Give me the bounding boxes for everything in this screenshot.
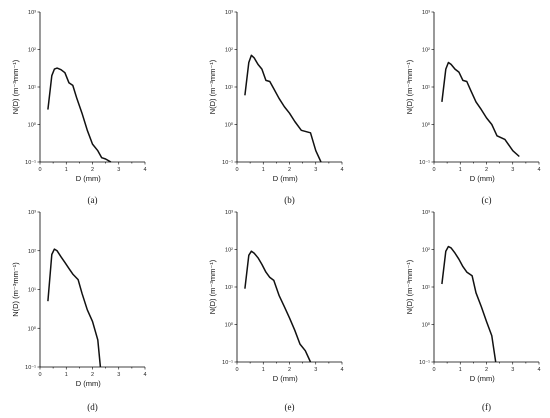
y-tick-label: 10² bbox=[28, 249, 36, 255]
y-tick-label: 10⁰ bbox=[28, 122, 37, 129]
x-tick-label: 0 bbox=[235, 167, 238, 173]
x-tick-label: 1 bbox=[459, 367, 462, 373]
panel-caption: (a) bbox=[88, 195, 98, 205]
x-tick-label: 3 bbox=[314, 367, 317, 373]
x-tick-label: 2 bbox=[485, 367, 488, 373]
x-tick-label: 3 bbox=[117, 167, 120, 173]
y-tick-label: 10¹ bbox=[225, 85, 233, 91]
y-tick-label: 10⁻¹ bbox=[222, 360, 233, 366]
y-tick-label: 10² bbox=[225, 48, 233, 54]
y-tick-label: 10³ bbox=[28, 10, 36, 16]
x-tick-label: 4 bbox=[340, 367, 343, 373]
x-tick-label: 1 bbox=[65, 372, 68, 378]
x-tick-label: 2 bbox=[485, 167, 488, 173]
x-tick-label: 0 bbox=[235, 367, 238, 373]
x-tick-label: 2 bbox=[91, 167, 94, 173]
y-tick-label: 10⁰ bbox=[422, 322, 431, 329]
panel-f: 0 1 2 3 4 10⁻¹ 10⁰ 10¹ 10² 10³ D (mm) N(D) (m⁻³mm⁻¹… bbox=[405, 210, 541, 412]
y-tick-label: 10⁻¹ bbox=[25, 365, 36, 371]
y-tick-label: 10² bbox=[422, 248, 430, 254]
y-tick-label: 10¹ bbox=[422, 285, 430, 291]
x-tick-label: 4 bbox=[143, 372, 146, 378]
y-tick-label: 10¹ bbox=[422, 85, 430, 91]
y-tick-label: 10⁻¹ bbox=[419, 360, 430, 366]
x-tick-label: 3 bbox=[511, 167, 514, 173]
panel-e: 0 1 2 3 4 10⁻¹ 10⁰ 10¹ 10² 10³ D (mm) N(D) (m⁻³mm⁻¹… bbox=[208, 210, 344, 412]
x-tick-label: 3 bbox=[314, 167, 317, 173]
x-axis-title: D (mm) bbox=[470, 374, 495, 383]
y-tick-label: 10¹ bbox=[28, 288, 36, 294]
series-line bbox=[47, 67, 112, 163]
x-tick-label: 1 bbox=[262, 167, 265, 173]
x-tick-label: 4 bbox=[143, 167, 146, 173]
y-tick-label: 10⁰ bbox=[225, 122, 234, 129]
y-tick-label: 10² bbox=[28, 48, 36, 54]
panel-caption: (e) bbox=[285, 402, 295, 412]
y-tick-label: 10³ bbox=[225, 10, 233, 16]
y-tick-label: 10¹ bbox=[28, 85, 36, 91]
y-tick-label: 10⁻¹ bbox=[25, 160, 36, 166]
x-axis-title: D (mm) bbox=[273, 174, 298, 183]
y-tick-label: 10⁰ bbox=[225, 322, 234, 329]
y-axis-title: N(D) (m⁻³mm⁻¹) bbox=[405, 59, 414, 114]
y-axis-title: N(D) (m⁻³mm⁻¹) bbox=[208, 259, 217, 314]
x-tick-label: 2 bbox=[288, 167, 291, 173]
series-line bbox=[441, 61, 520, 158]
x-tick-label: 3 bbox=[117, 372, 120, 378]
panel-c: 0 1 2 3 4 10⁻¹ 10⁰ 10¹ 10² 10³ D (mm) N(D) (m⁻³mm⁻¹… bbox=[405, 10, 541, 205]
panel-b: 0 1 2 3 4 10⁻¹ 10⁰ 10¹ 10² 10³ D (mm) N(D) (m⁻³mm⁻¹… bbox=[208, 10, 344, 205]
x-tick-label: 1 bbox=[459, 167, 462, 173]
x-tick-label: 1 bbox=[262, 367, 265, 373]
x-axis-title: D (mm) bbox=[76, 379, 101, 388]
panel-caption: (b) bbox=[284, 195, 295, 205]
series-line bbox=[244, 54, 322, 163]
y-tick-label: 10² bbox=[422, 48, 430, 54]
panel-a: 0 1 2 3 4 10⁻¹ 10⁰ 10¹ 10² 10³ D (mm) N(D) (m⁻³mm⁻¹… bbox=[11, 10, 147, 205]
y-tick-label: 10⁰ bbox=[422, 122, 431, 129]
x-tick-label: 2 bbox=[91, 372, 94, 378]
panel-caption: (c) bbox=[482, 195, 492, 205]
x-tick-label: 4 bbox=[537, 167, 540, 173]
y-tick-label: 10⁻¹ bbox=[419, 160, 430, 166]
y-tick-label: 10¹ bbox=[225, 285, 233, 291]
x-tick-label: 0 bbox=[432, 167, 435, 173]
y-tick-label: 10² bbox=[225, 248, 233, 254]
x-axis-title: D (mm) bbox=[76, 174, 101, 183]
panel-caption: (f) bbox=[482, 402, 491, 412]
y-axis-title: N(D) (m⁻³mm⁻¹) bbox=[405, 259, 414, 314]
x-tick-label: 4 bbox=[340, 167, 343, 173]
x-tick-label: 2 bbox=[288, 367, 291, 373]
x-tick-label: 0 bbox=[432, 367, 435, 373]
y-tick-label: 10³ bbox=[225, 210, 233, 216]
series-line bbox=[441, 245, 497, 363]
series-line bbox=[47, 248, 102, 368]
y-tick-label: 10³ bbox=[422, 210, 430, 216]
series-line bbox=[244, 250, 312, 363]
y-axis-title: N(D) (m⁻³mm⁻¹) bbox=[208, 59, 217, 114]
x-tick-label: 0 bbox=[38, 167, 41, 173]
y-axis-title: N(D) (m⁻³mm⁻¹) bbox=[11, 59, 20, 114]
y-tick-label: 10³ bbox=[422, 10, 430, 16]
y-axis-title: N(D) (m⁻³mm⁻¹) bbox=[11, 262, 20, 317]
panel-d: 0 1 2 3 4 10⁻¹ 10⁰ 10¹ 10² 10³ D (mm) N(D) (m⁻³mm⁻¹… bbox=[11, 210, 147, 412]
x-tick-label: 0 bbox=[38, 372, 41, 378]
x-axis-title: D (mm) bbox=[470, 174, 495, 183]
x-tick-label: 3 bbox=[511, 367, 514, 373]
y-tick-label: 10⁰ bbox=[28, 325, 37, 332]
x-tick-label: 1 bbox=[65, 167, 68, 173]
y-tick-label: 10³ bbox=[28, 210, 36, 216]
x-axis-title: D (mm) bbox=[273, 374, 298, 383]
x-tick-label: 4 bbox=[537, 367, 540, 373]
panel-caption: (d) bbox=[87, 402, 98, 412]
y-tick-label: 10⁻¹ bbox=[222, 160, 233, 166]
